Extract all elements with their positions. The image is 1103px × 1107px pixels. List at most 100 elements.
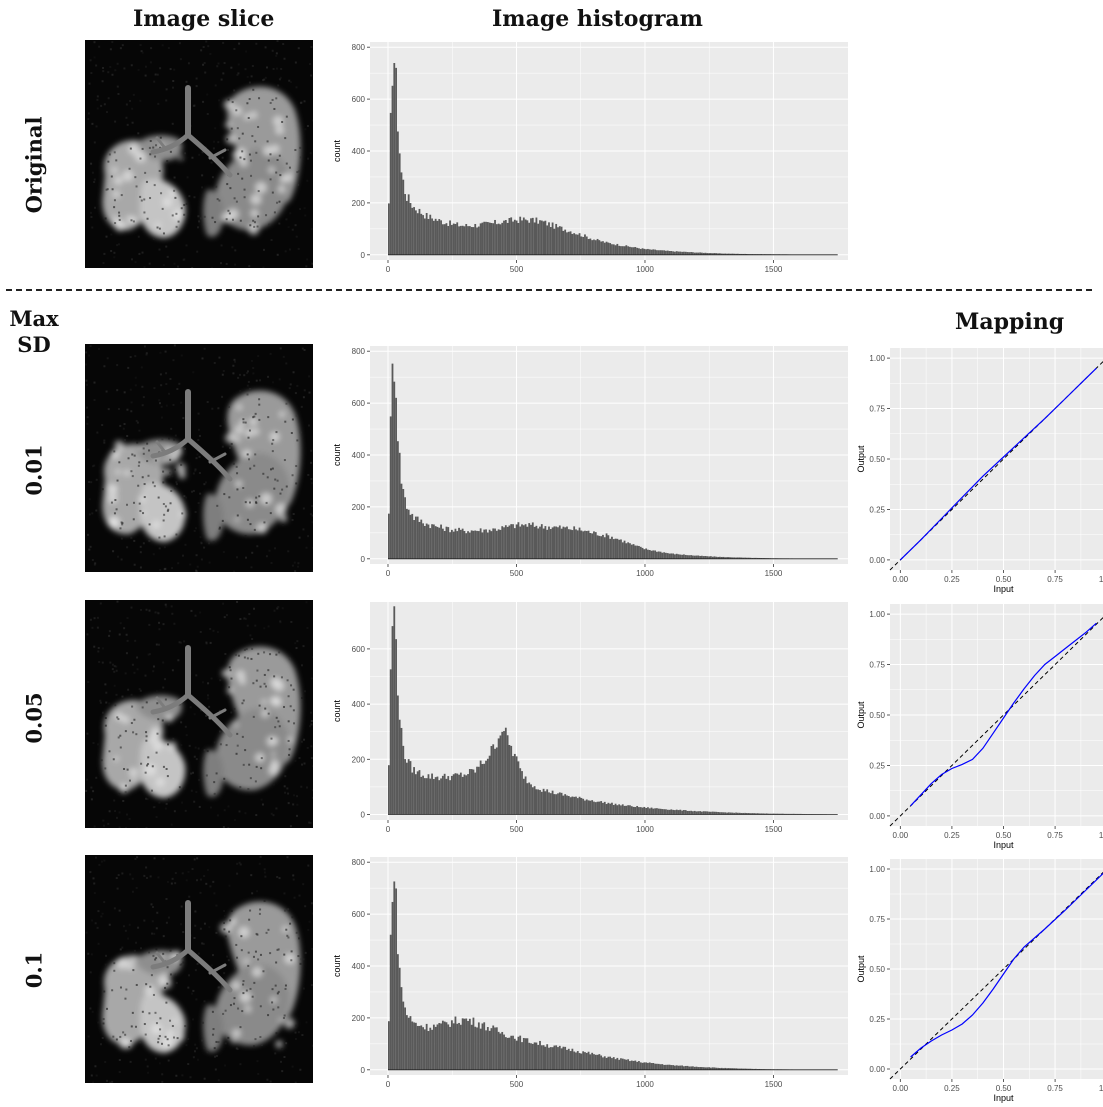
x-tick-label: 0.75 [1047, 1084, 1063, 1093]
histogram-bar [443, 773, 446, 815]
histogram-bar [576, 798, 579, 815]
histogram-bar [411, 1021, 414, 1070]
x-tick-label: 1.00 [1099, 575, 1103, 584]
histogram-bar [654, 550, 657, 559]
histogram-bar [625, 543, 628, 559]
histogram-bar [569, 231, 572, 255]
histogram-bar [742, 1068, 745, 1070]
histogram-bar [404, 497, 406, 559]
histogram-bar [540, 1045, 543, 1070]
histogram-bar [477, 1022, 480, 1070]
histogram-bar [629, 805, 631, 815]
histogram-bar [432, 779, 435, 815]
x-tick-label: 0.00 [893, 1084, 909, 1093]
histogram-bar [717, 812, 719, 815]
histogram-bar [697, 252, 700, 255]
histogram-bar [450, 529, 453, 559]
histogram-bar [609, 538, 612, 559]
histogram-bar [616, 1057, 619, 1070]
histogram-bar [510, 745, 513, 815]
histogram-bar [569, 1051, 572, 1070]
histogram-bar [747, 1068, 750, 1070]
histogram-bar [627, 1059, 630, 1070]
histogram-bar [596, 801, 599, 815]
histogram-bar [753, 1068, 755, 1070]
histogram-bar [551, 1047, 554, 1070]
histogram-bar [454, 223, 457, 255]
histogram-bar [659, 808, 662, 815]
histogram-bar [389, 112, 392, 255]
histogram-bar [643, 549, 646, 559]
histogram-bar [387, 1021, 390, 1070]
histogram-bar [751, 813, 754, 815]
histogram-bar [465, 533, 468, 559]
histogram-bar [531, 522, 534, 559]
histogram-bar [740, 253, 743, 255]
histogram-bar [611, 244, 613, 255]
histogram-bar [578, 233, 581, 255]
histogram-bar [513, 753, 516, 815]
histogram-bar [587, 1051, 590, 1070]
histogram-bar [652, 808, 655, 815]
histogram-bar [747, 557, 750, 559]
histogram-bar [618, 245, 621, 255]
histogram-bar [573, 233, 576, 255]
histogram-bar [596, 535, 599, 559]
histogram-bar [537, 1044, 540, 1070]
histogram-bar [463, 531, 466, 559]
histogram-bar [449, 532, 451, 559]
histogram-bar [562, 1046, 565, 1070]
section-divider [6, 289, 1092, 291]
histogram-bar [566, 795, 568, 815]
histogram-bar [497, 738, 500, 815]
histogram-bar [501, 526, 504, 559]
histogram-bar [612, 1057, 615, 1070]
histogram-bar [456, 222, 459, 255]
histogram-bar [754, 813, 757, 815]
histogram-bar [643, 806, 646, 815]
histogram-bar [519, 1035, 522, 1070]
histogram-bar [436, 220, 439, 255]
histogram-0-1: 0 500 1000 1500 0 200 400 600 800 count [330, 853, 850, 1093]
histogram-bar [602, 241, 604, 255]
histogram-bar [708, 1067, 710, 1070]
histogram-bar [431, 524, 433, 559]
histogram-bar [593, 801, 595, 815]
histogram-bar [567, 529, 570, 559]
histogram-bar [481, 532, 484, 559]
histogram-bar [742, 253, 745, 255]
histogram-bar [675, 1065, 678, 1070]
mapping-plot-0-01: 0.00 0.25 0.50 0.75 1.00 0.00 0.25 0.50 0.75 1.00… [852, 344, 1103, 598]
histogram-bar [632, 806, 635, 815]
histogram-bar [639, 1062, 642, 1070]
histogram-bar [602, 534, 604, 559]
histogram-bar [495, 747, 498, 815]
histogram-bar [393, 381, 396, 559]
histogram-bar [508, 744, 511, 815]
histogram-bar [513, 528, 516, 559]
histogram-bar [416, 771, 419, 815]
histogram-bar [467, 226, 469, 255]
histogram-bar [413, 767, 415, 815]
airway [150, 900, 233, 993]
histogram-bar [674, 554, 676, 559]
histogram-bar [647, 549, 649, 559]
histogram-bar [443, 224, 446, 255]
histogram-bar [555, 223, 558, 255]
histogram-bar [656, 1063, 658, 1070]
histogram-bar [420, 1025, 423, 1070]
histogram-bar [441, 775, 444, 815]
histogram-bar [526, 526, 529, 559]
histogram-bar [427, 218, 430, 255]
histogram-bar [736, 812, 739, 815]
histogram-bar [555, 794, 558, 815]
histogram-bar [593, 239, 595, 255]
airway [150, 85, 233, 178]
histogram-bar [416, 1025, 419, 1070]
histogram-bar [762, 813, 764, 815]
histogram-bar [591, 1052, 594, 1070]
histogram-bar [740, 1068, 743, 1070]
histogram-bar [758, 557, 761, 559]
histogram-bar [713, 556, 716, 559]
histogram-bar [677, 1065, 680, 1070]
